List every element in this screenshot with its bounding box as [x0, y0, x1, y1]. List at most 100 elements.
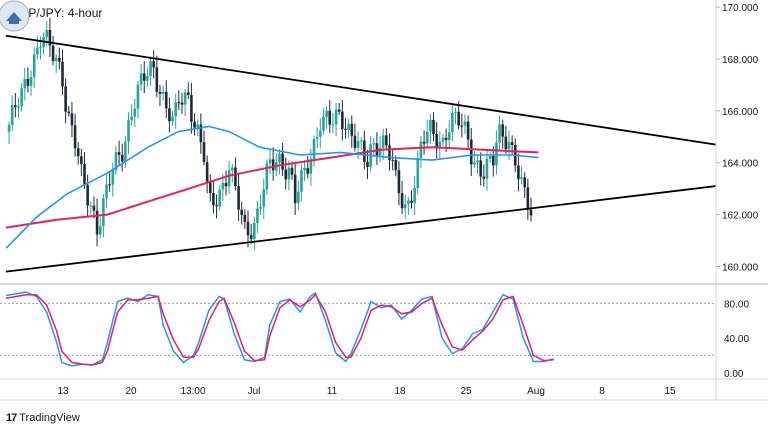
time-tick-label: 25 [460, 386, 472, 397]
ema-slow-line [5, 146, 539, 229]
candles-layer [7, 17, 533, 251]
candle-body [356, 140, 360, 148]
candle-body [319, 130, 322, 137]
candle-body [315, 136, 319, 139]
candle-body [290, 167, 294, 175]
time-tick-label: 20 [125, 386, 137, 397]
candle-body [183, 92, 187, 105]
ema-fast-line [5, 125, 539, 249]
candle-body [142, 73, 146, 81]
candle-body [152, 61, 155, 68]
time-tick-label: 8 [599, 386, 605, 397]
candle-body [510, 142, 514, 145]
candle-body [501, 124, 504, 137]
stoch-tick-label: 80.00 [724, 299, 749, 310]
candle-body [334, 109, 338, 125]
candle-body [61, 61, 64, 87]
stoch-tick-label: 40.00 [724, 334, 749, 345]
candle-body [268, 159, 272, 164]
candle-body [403, 204, 407, 209]
candle-body [95, 210, 99, 235]
candle-body [196, 124, 199, 128]
candle-body [429, 119, 432, 132]
candle-body [208, 181, 212, 194]
candle-body [199, 124, 203, 143]
candle-body [190, 95, 193, 122]
candle-body [281, 153, 284, 170]
candle-body [102, 198, 105, 227]
candle-body [64, 86, 67, 112]
candle-body [120, 154, 124, 162]
candle-body [23, 78, 27, 89]
time-tick-label: 18 [394, 386, 406, 397]
candle-body [488, 155, 492, 159]
candle-body [422, 141, 426, 144]
candle-body [388, 145, 391, 160]
candle-body [378, 147, 382, 156]
candle-body [205, 162, 209, 182]
time-tick-label: Aug [527, 386, 545, 397]
candle-body [202, 142, 206, 163]
brand-name: TradingView [19, 412, 80, 424]
candle-body [359, 140, 363, 142]
price-tick-label: 170.000 [722, 3, 759, 14]
candle-body [256, 208, 259, 223]
candle-body [149, 61, 152, 77]
candle-body [174, 102, 177, 117]
time-tick-label: 15 [664, 386, 676, 397]
candle-body [413, 187, 416, 203]
stochastic-panel: 80.00 40.00 0.00 [0, 291, 749, 380]
candle-body [287, 167, 291, 180]
candle-body [76, 148, 80, 157]
candle-body [278, 153, 281, 163]
trendline-support [5, 185, 717, 273]
candle-body [45, 29, 49, 37]
candle-body [218, 189, 222, 207]
candle-body [164, 91, 168, 109]
candle-body [67, 111, 71, 114]
candle-body [133, 108, 137, 117]
candle-body [438, 141, 442, 149]
candle-body [246, 221, 250, 236]
candle-body [243, 215, 247, 222]
candle-body [98, 226, 102, 235]
candle-body [10, 105, 14, 125]
candle-body [416, 157, 420, 188]
candle-body [322, 116, 325, 131]
candle-body [108, 184, 111, 186]
candle-body [297, 191, 300, 204]
candle-body [32, 54, 36, 78]
candle-body [51, 45, 55, 62]
candle-body [237, 186, 240, 210]
candle-body [215, 205, 218, 207]
candle-body [363, 140, 366, 162]
candle-body [39, 47, 42, 49]
time-tick-label: 13:00 [180, 386, 205, 397]
candle-body [372, 143, 376, 145]
candle-body [168, 108, 171, 122]
price-tick-label: 166.000 [722, 107, 759, 118]
candle-body [410, 200, 413, 203]
candle-body [479, 160, 482, 177]
candle-body [58, 57, 61, 62]
candle-body [127, 120, 130, 142]
candle-body [344, 128, 347, 131]
candle-body [526, 187, 530, 210]
candle-body [83, 164, 86, 186]
candle-body [227, 170, 231, 187]
candle-body [381, 135, 385, 148]
candle-body [447, 132, 451, 141]
candle-body [341, 111, 344, 129]
candle-body [14, 105, 17, 108]
candle-body [230, 167, 234, 171]
candle-body [397, 170, 401, 194]
candle-body [259, 206, 262, 209]
candle-body [432, 119, 435, 134]
candle-body [425, 131, 429, 144]
candle-body [391, 159, 394, 161]
candle-body [224, 182, 228, 187]
candle-body [26, 78, 30, 86]
trendline-resistance [5, 34, 717, 146]
candle-body [476, 160, 479, 163]
time-tick-label: 13 [57, 386, 69, 397]
